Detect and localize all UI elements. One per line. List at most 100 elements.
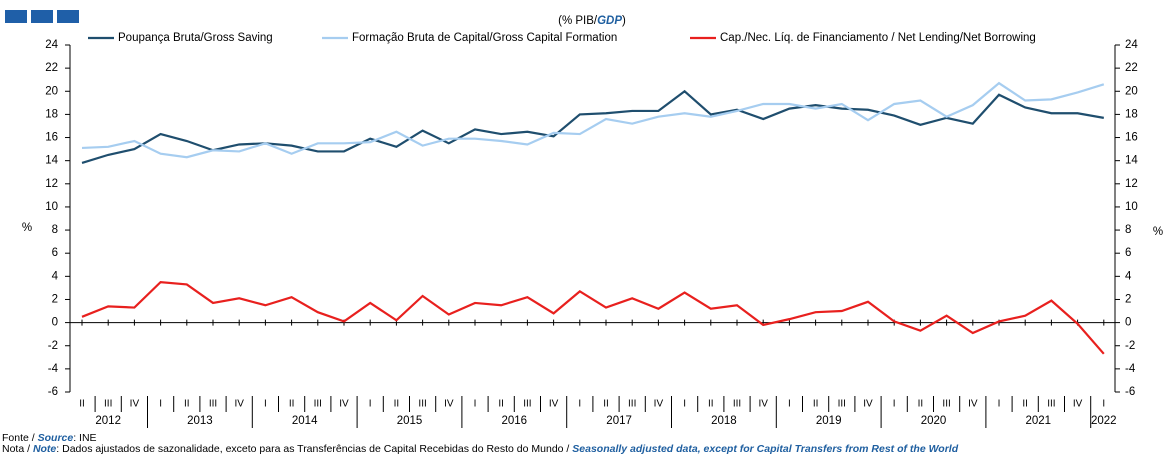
series-line — [81, 89, 1104, 165]
x-tick-label: II — [79, 399, 85, 410]
year-label: 2015 — [397, 415, 423, 427]
x-tick-label: IV — [1073, 399, 1083, 410]
y-tick-label: 4 — [52, 270, 59, 282]
y-tick-label: 18 — [45, 108, 58, 120]
text: : Dados ajustados de sazonalidade, excet… — [56, 443, 573, 455]
x-tick-label: II — [184, 399, 190, 410]
y-tick-label: 8 — [52, 224, 58, 236]
y2-tick-label: 14 — [1125, 155, 1138, 167]
chart-title: (% PIB/GDP) — [558, 15, 626, 27]
text: Nota / — [2, 443, 33, 455]
logo-block — [57, 10, 79, 23]
x-tick-label: I — [369, 399, 372, 410]
x-tick-label: III — [523, 399, 531, 410]
x-tick-label: III — [1047, 399, 1055, 410]
x-tick-label: IV — [444, 399, 454, 410]
x-tick-label: III — [418, 399, 426, 410]
x-tick-label: IV — [549, 399, 559, 410]
year-label: 2013 — [187, 415, 213, 427]
y2-tick-label: 6 — [1125, 247, 1131, 259]
y2-tick-label: 20 — [1125, 85, 1138, 97]
text: : INE — [73, 432, 97, 444]
title-part: GDP — [597, 15, 622, 27]
y-tick-label: 16 — [45, 132, 58, 144]
series-line — [81, 81, 1105, 159]
x-tick-label: III — [104, 399, 112, 410]
year-label: 2018 — [711, 415, 737, 427]
year-label: 2019 — [816, 415, 842, 427]
legend-label: Poupança Bruta/Gross Saving — [118, 32, 273, 44]
y2-tick-label: 10 — [1125, 201, 1138, 213]
y-tick-label: 20 — [45, 85, 58, 97]
x-tick-label: II — [918, 399, 924, 410]
year-label: 2014 — [292, 415, 318, 427]
x-tick-label: III — [628, 399, 636, 410]
y2-tick-label: -6 — [1125, 386, 1135, 398]
title-part: (% PIB/ — [558, 15, 598, 27]
source: Fonte / Source: INE — [2, 433, 1162, 444]
logo-block — [5, 10, 27, 23]
y-tick-label: 0 — [52, 317, 58, 329]
year-label: 2012 — [95, 415, 121, 427]
y2-axis-label: % — [1153, 226, 1163, 238]
x-tick-label: I — [1102, 399, 1105, 410]
y2-tick-label: 0 — [1125, 317, 1131, 329]
y-tick-label: 2 — [52, 293, 58, 305]
logo-block — [31, 10, 53, 23]
x-tick-label: IV — [758, 399, 768, 410]
y-tick-label: 22 — [45, 62, 58, 74]
y-tick-label: -4 — [48, 363, 59, 375]
y-tick-label: -6 — [48, 386, 58, 398]
text: Seasonally adjusted data, except for Cap… — [572, 443, 959, 455]
y-axis-label: % — [22, 222, 32, 234]
year-label: 2022 — [1091, 415, 1117, 427]
y-tick-label: -2 — [48, 340, 58, 352]
x-tick-label: I — [578, 399, 581, 410]
x-tick-label: IV — [234, 399, 244, 410]
year-label: 2016 — [502, 415, 528, 427]
y2-tick-label: 16 — [1125, 132, 1138, 144]
y-tick-label: 6 — [52, 247, 58, 259]
y2-tick-label: 4 — [1125, 270, 1132, 282]
series-line — [81, 280, 1105, 355]
x-tick-label: IV — [654, 399, 664, 410]
footnotes: Fonte / Source: INE Nota / Note: Dados a… — [2, 433, 1162, 455]
y2-tick-label: 24 — [1125, 39, 1138, 51]
x-tick-label: I — [788, 399, 791, 410]
x-tick-label: II — [1022, 399, 1028, 410]
x-tick-label: III — [314, 399, 322, 410]
x-tick-label: II — [498, 399, 504, 410]
y2-tick-label: 8 — [1125, 224, 1131, 236]
y2-tick-label: 22 — [1125, 62, 1138, 74]
x-tick-label: II — [603, 399, 609, 410]
y-tick-label: 10 — [45, 201, 58, 213]
y2-tick-label: 18 — [1125, 108, 1138, 120]
x-tick-label: III — [733, 399, 741, 410]
x-tick-label: III — [209, 399, 217, 410]
x-tick-label: II — [289, 399, 295, 410]
text: Fonte / — [2, 432, 38, 444]
x-tick-label: I — [998, 399, 1001, 410]
note: Nota / Note: Dados ajustados de sazonali… — [2, 444, 1162, 455]
legend-label: Cap./Nec. Líq. de Financiamento / Net Le… — [720, 32, 1036, 44]
x-tick-label: I — [264, 399, 267, 410]
x-tick-label: III — [942, 399, 950, 410]
x-tick-label: I — [159, 399, 162, 410]
year-label: 2017 — [606, 415, 632, 427]
x-tick-label: IV — [339, 399, 349, 410]
x-tick-label: IV — [968, 399, 978, 410]
y2-tick-label: -4 — [1125, 363, 1136, 375]
x-tick-label: I — [893, 399, 896, 410]
year-label: 2020 — [921, 415, 947, 427]
y2-tick-label: 12 — [1125, 178, 1138, 190]
y-tick-label: 12 — [45, 178, 58, 190]
legend-label: Formação Bruta de Capital/Gross Capital … — [352, 32, 617, 44]
x-tick-label: IV — [863, 399, 873, 410]
chart: (% PIB/GDP) % % -6-4-2024681012141618202… — [5, 10, 1163, 428]
x-tick-label: I — [474, 399, 477, 410]
y-tick-label: 14 — [45, 155, 58, 167]
y2-tick-label: -2 — [1125, 340, 1135, 352]
x-tick-label: IV — [130, 399, 140, 410]
x-tick-label: II — [813, 399, 819, 410]
